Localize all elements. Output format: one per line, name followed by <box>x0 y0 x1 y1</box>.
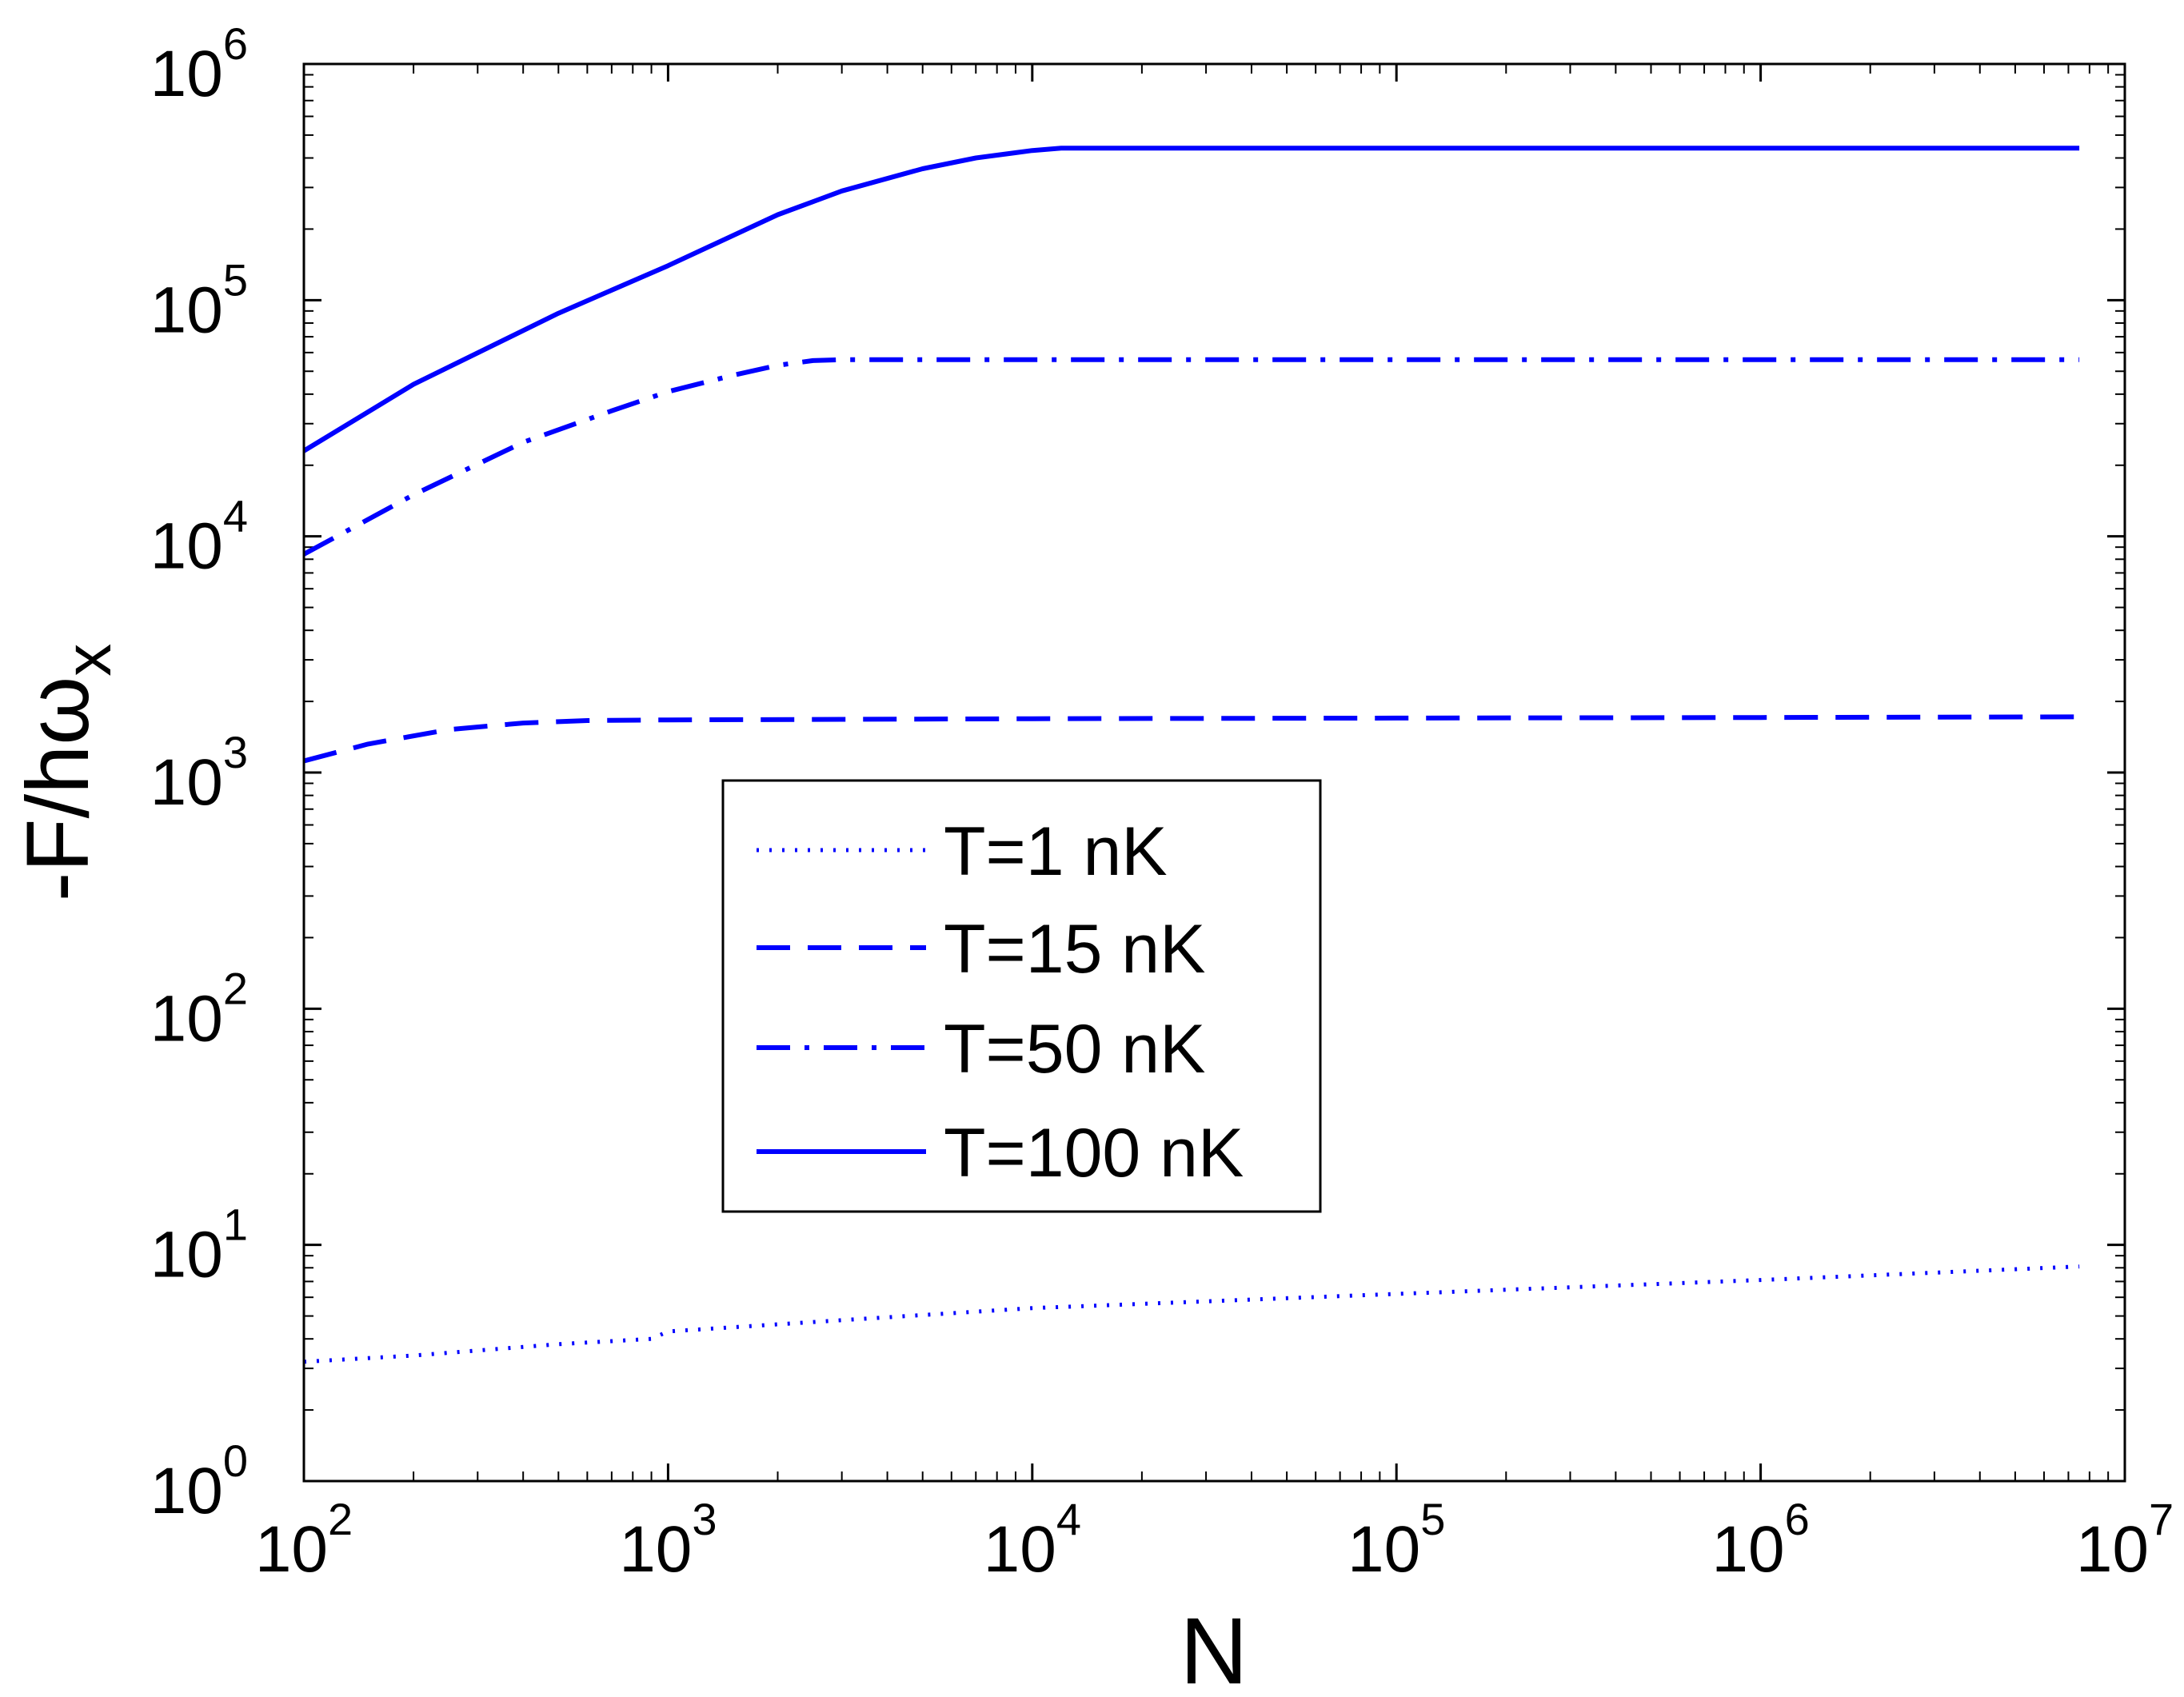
series-line-t-100-nk <box>302 146 2080 453</box>
legend: T=1 nK T=15 nK T=50 nK T=100 nK <box>721 779 1322 1213</box>
y-axis-label: -F/hωx <box>9 644 125 901</box>
series-layer <box>302 146 2080 1364</box>
y-tick-label-base: 10 <box>150 510 223 583</box>
legend-label: T=15 nK <box>944 911 1206 988</box>
y-tick-label-base: 10 <box>150 38 223 110</box>
y-tick-label: 105 <box>150 254 248 346</box>
y-axis-label-main: -F/hω <box>9 677 107 901</box>
svg-text:-F/hωx: -F/hωx <box>9 644 125 901</box>
x-tick-label-base: 10 <box>1348 1513 1420 1586</box>
y-tick-label: 106 <box>150 18 248 110</box>
y-tick-label: 100 <box>150 1435 248 1527</box>
y-tick-label-exponent: 3 <box>223 727 248 777</box>
x-tick-label-exponent: 2 <box>328 1494 353 1544</box>
x-tick-label: 102 <box>255 1494 353 1586</box>
y-tick-label: 103 <box>150 727 248 819</box>
legend-label: T=100 nK <box>944 1115 1244 1192</box>
x-tick-label-base: 10 <box>1711 1513 1784 1586</box>
y-tick-label-base: 10 <box>150 982 223 1055</box>
y-tick-label-base: 10 <box>150 274 223 346</box>
x-tick-label-exponent: 4 <box>1056 1494 1081 1544</box>
y-tick-label-exponent: 6 <box>223 18 248 69</box>
y-tick-label: 102 <box>150 963 248 1055</box>
x-tick-label-base: 10 <box>255 1513 328 1586</box>
y-tick-label-exponent: 2 <box>223 963 248 1013</box>
x-tick-label-base: 10 <box>619 1513 692 1586</box>
y-tick-label-base: 10 <box>150 1219 223 1292</box>
x-tick-label-exponent: 7 <box>2149 1494 2174 1544</box>
x-axis-label: N <box>1180 1599 1248 1697</box>
y-tick-label-exponent: 5 <box>223 254 248 305</box>
x-tick-label-base: 10 <box>2076 1513 2149 1586</box>
x-tick-label: 105 <box>1348 1494 1445 1586</box>
series-line-t-15-nk <box>303 714 2080 764</box>
y-tick-label-exponent: 0 <box>223 1435 248 1486</box>
y-axis-label-subscript: x <box>52 644 125 677</box>
x-tick-label-exponent: 3 <box>692 1494 717 1544</box>
major-ticks <box>302 62 2126 1483</box>
y-tick-label: 104 <box>150 491 248 583</box>
x-tick-label-exponent: 6 <box>1785 1494 1810 1544</box>
x-tick-label: 107 <box>2076 1494 2174 1586</box>
x-tick-label: 104 <box>984 1494 1081 1586</box>
y-tick-label: 101 <box>150 1200 248 1292</box>
x-tick-label: 103 <box>619 1494 717 1586</box>
legend-label: T=50 nK <box>944 1011 1206 1088</box>
minor-ticks <box>304 64 2125 1481</box>
y-tick-label-exponent: 4 <box>223 491 248 541</box>
x-tick-label: 106 <box>1711 1494 1809 1586</box>
y-tick-label-base: 10 <box>150 746 223 819</box>
x-tick-label-exponent: 5 <box>1420 1494 1445 1544</box>
x-tick-label-base: 10 <box>984 1513 1056 1586</box>
y-tick-label-base: 10 <box>150 1455 223 1527</box>
legend-label: T=1 nK <box>944 813 1168 890</box>
legend-box <box>721 779 1322 1213</box>
y-tick-label-exponent: 1 <box>223 1200 248 1250</box>
